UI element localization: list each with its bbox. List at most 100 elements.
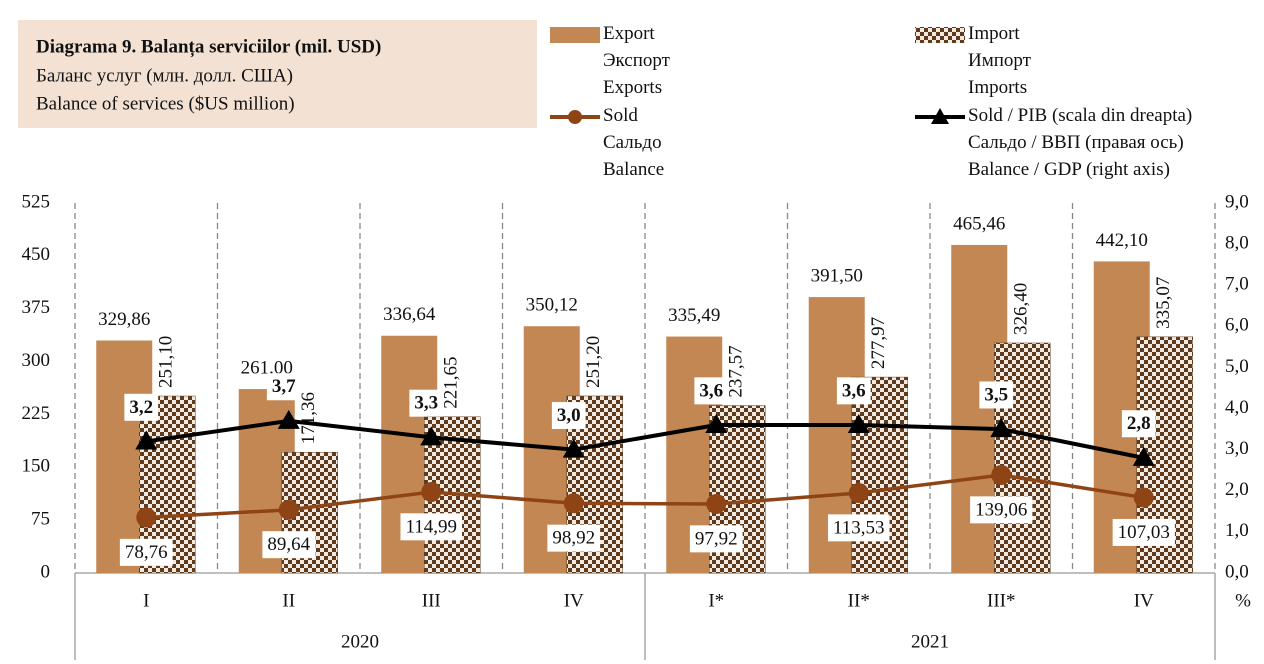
legend-label: Import Импорт Imports <box>968 23 1032 98</box>
y2-tick-label: 1,0 <box>1225 520 1249 541</box>
x-tick-label: IV <box>1134 590 1154 611</box>
data-label-box <box>409 389 444 417</box>
data-label-box <box>827 514 890 542</box>
legend-marker <box>568 110 582 124</box>
legend-swatch <box>550 27 600 43</box>
y-tick-label: 300 <box>22 350 51 371</box>
chart-subtitle: Баланс услуг (млн. долл. США) <box>36 65 293 86</box>
data-label: 3,6 <box>842 380 866 401</box>
x-tick-label: I* <box>708 590 724 611</box>
y2-tick-label: 8,0 <box>1225 232 1249 253</box>
y2-tick-label: 0,0 <box>1225 561 1249 582</box>
y2-tick-label: 5,0 <box>1225 356 1249 377</box>
data-label: 3,7 <box>272 376 296 397</box>
bar <box>851 376 908 574</box>
data-label: 326,40 <box>1011 283 1032 335</box>
data-label: 98,92 <box>552 528 595 549</box>
point <box>847 414 870 433</box>
x-tick-label: II <box>282 590 295 611</box>
data-label: 335,07 <box>1153 277 1174 329</box>
x-tick-label: I <box>143 590 149 611</box>
point <box>562 438 585 458</box>
point <box>706 493 727 514</box>
point <box>421 481 442 502</box>
data-label: 139,06 <box>975 499 1027 520</box>
y-tick-label: 450 <box>22 244 51 265</box>
point <box>135 430 158 450</box>
data-label: 114,99 <box>405 516 457 537</box>
data-label-box <box>689 525 743 553</box>
point <box>136 507 157 528</box>
data-label-box <box>1112 518 1175 546</box>
x-tick-label: II* <box>848 590 870 611</box>
y-tick-label: 225 <box>22 403 51 424</box>
data-label: 3,5 <box>984 384 1008 405</box>
data-label: 251,20 <box>583 336 604 388</box>
data-label: 3,3 <box>414 393 438 414</box>
data-label: 3,0 <box>557 405 581 426</box>
data-label-box <box>400 513 463 541</box>
y-tick-label: 375 <box>22 297 51 318</box>
data-label: 78,76 <box>125 542 168 563</box>
y-tick-label: 0 <box>41 561 51 582</box>
y2-tick-label: 4,0 <box>1225 397 1249 418</box>
point <box>420 426 443 446</box>
legend-label: Sold / PIB (scala din dreapta) Сальдо / В… <box>968 105 1192 180</box>
y-tick-label: 150 <box>22 456 51 477</box>
data-label-box <box>262 531 316 559</box>
y2-tick-label: 7,0 <box>1225 274 1249 295</box>
title-box <box>18 20 537 128</box>
data-label-box <box>551 402 586 430</box>
y2-tick-label: 2,0 <box>1225 479 1249 500</box>
legend-label: Sold Сальдо Balance <box>603 105 664 180</box>
data-label: 350,12 <box>526 295 578 316</box>
data-label-box <box>1121 410 1156 438</box>
point <box>1133 487 1154 508</box>
data-label: 237,57 <box>726 345 747 397</box>
data-label: 335,49 <box>668 305 720 326</box>
legend-swatch <box>915 27 965 43</box>
data-label-box <box>694 377 729 405</box>
y2-axis-label: % <box>1235 590 1251 611</box>
x-tick-label: III <box>422 590 441 611</box>
legend-label: Export Экспорт Exports <box>603 23 671 98</box>
data-label: 329,86 <box>98 309 150 330</box>
data-label-box <box>266 373 302 401</box>
data-label: 171,36 <box>298 392 319 444</box>
point <box>990 418 1013 438</box>
data-label: 2,8 <box>1127 413 1151 434</box>
data-label: 221,65 <box>441 357 462 409</box>
data-label: 261,00 <box>241 357 293 378</box>
data-label: 442,10 <box>1096 230 1148 251</box>
line <box>145 418 1145 460</box>
data-label: 89,64 <box>267 534 310 555</box>
data-label-box <box>124 393 159 421</box>
y-tick-label: 525 <box>22 191 51 212</box>
data-label: 277,97 <box>868 317 889 369</box>
x-tick-label: IV <box>564 590 584 611</box>
point <box>705 414 728 433</box>
point <box>991 464 1012 485</box>
data-label: 3,2 <box>129 397 153 418</box>
x-group-label: 2020 <box>341 631 379 652</box>
line <box>146 473 1145 520</box>
data-label: 3,6 <box>699 380 723 401</box>
data-label: 107,03 <box>1118 522 1170 543</box>
data-label: 336,64 <box>383 304 436 325</box>
data-label: 113,53 <box>833 517 885 538</box>
legend-marker <box>931 108 949 124</box>
point <box>277 409 300 429</box>
data-label-box <box>970 496 1033 524</box>
point <box>563 493 584 514</box>
point <box>1132 446 1155 466</box>
y2-tick-label: 3,0 <box>1225 438 1249 459</box>
y2-tick-label: 9,0 <box>1225 191 1249 212</box>
chart-title: Diagrama 9. Balanța serviciilor (mil. US… <box>36 36 381 57</box>
data-label-box <box>547 524 601 552</box>
bar <box>994 342 1051 574</box>
chart-subtitle: Balance of services ($US million) <box>36 93 295 114</box>
x-tick-label: III* <box>987 590 1015 611</box>
data-label: 97,92 <box>695 528 738 549</box>
data-label: 251,10 <box>156 336 177 388</box>
